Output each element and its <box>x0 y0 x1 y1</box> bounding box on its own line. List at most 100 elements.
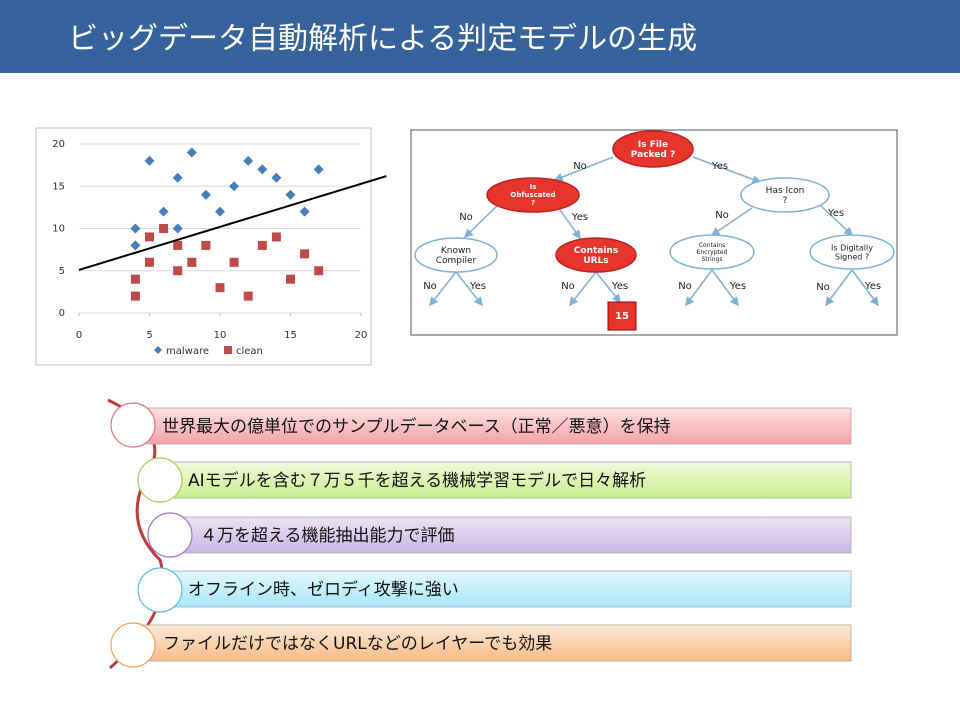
point <box>243 291 253 301</box>
tree-edge <box>851 269 879 307</box>
node-label: Is Digitally Signed ? <box>831 243 873 261</box>
x-tick-label: 20 <box>355 330 368 341</box>
item-circle <box>110 622 156 668</box>
item-bar <box>124 624 852 662</box>
legend-marker <box>154 346 162 354</box>
point <box>144 155 155 166</box>
tree-edge <box>595 271 621 304</box>
tree-edge <box>463 202 501 239</box>
point <box>173 240 183 250</box>
point <box>299 206 310 217</box>
x-tick-label: 5 <box>146 330 152 341</box>
node-line: Compiler <box>436 256 477 266</box>
legend-marker <box>224 346 232 354</box>
item-text: オフライン時、ゼロディ攻撃に強い <box>188 579 459 600</box>
point <box>243 155 254 166</box>
point <box>158 206 169 217</box>
edge-label: Yes <box>611 281 628 292</box>
tree-edge <box>692 156 762 184</box>
point <box>215 206 225 217</box>
tree-edge <box>559 209 581 240</box>
node-line: Encrypted <box>697 249 728 256</box>
edge-label: Yes <box>729 281 746 292</box>
node-line: ? <box>783 196 788 206</box>
point <box>286 274 295 284</box>
point <box>229 257 239 267</box>
node-line: Signed ? <box>835 252 869 261</box>
item-text: AIモデルを含む７万５千を超える機械学習モデルで日々解析 <box>188 470 646 491</box>
tree-edge <box>685 269 713 307</box>
x-tick-label: 15 <box>284 330 297 341</box>
edge-label: No <box>573 161 587 172</box>
point <box>173 266 183 276</box>
tree-node <box>612 130 694 168</box>
node-line: Is File <box>638 140 668 150</box>
node-label: Contains Encrypted Strings <box>697 242 728 263</box>
node-line: Has Icon <box>766 186 805 196</box>
tree-edge <box>455 271 483 307</box>
node-label: 15 <box>615 311 629 322</box>
edge-label: Yes <box>469 281 486 292</box>
edge-label: Yes <box>571 212 588 223</box>
node-line: URLs <box>583 256 608 266</box>
node-line: 15 <box>615 311 629 322</box>
tree-node <box>555 237 637 273</box>
item-circle <box>147 512 193 558</box>
item-bar <box>164 516 852 554</box>
point <box>215 283 225 293</box>
legend-label: clean <box>236 346 263 357</box>
node-line: Is <box>530 183 537 191</box>
point <box>229 181 240 192</box>
item-circle <box>137 567 183 613</box>
node-label: Known Compiler <box>436 246 477 266</box>
tree-edge <box>825 269 853 307</box>
point <box>145 257 154 267</box>
legend-label: malware <box>166 346 209 357</box>
tree-node <box>740 177 830 213</box>
edge-label: Yes <box>827 208 844 219</box>
point <box>271 232 281 242</box>
tree-edge <box>710 207 753 236</box>
tree-node <box>414 237 498 273</box>
point <box>130 291 140 301</box>
x-tick-label: 0 <box>76 330 82 341</box>
x-tick-label: 10 <box>214 330 227 341</box>
edge-label: Yes <box>864 281 881 292</box>
tree-edge <box>569 271 597 307</box>
y-tick-label: 10 <box>52 224 65 235</box>
tree-node <box>809 234 895 270</box>
item-bar <box>149 570 852 608</box>
node-label: Is Obfuscated? <box>510 183 555 207</box>
y-tick-label: 0 <box>59 308 65 319</box>
y-tick-label: 15 <box>52 181 65 192</box>
point <box>130 223 141 234</box>
edge-label: Yes <box>711 161 728 172</box>
point <box>172 223 183 234</box>
boundary-line <box>78 175 387 271</box>
tree-edge <box>553 156 614 182</box>
point <box>300 249 310 259</box>
edge-label: No <box>678 281 692 292</box>
title-bar <box>0 0 960 73</box>
item-bar <box>149 461 852 499</box>
node-line: Obfuscated <box>510 191 555 199</box>
node-line: Contains <box>574 246 618 256</box>
point <box>257 240 267 250</box>
point <box>187 257 197 267</box>
node-line: Strings <box>701 256 722 263</box>
tree-edge <box>429 271 457 307</box>
y-tick-label: 20 <box>52 139 65 150</box>
point <box>201 240 211 250</box>
point <box>145 232 154 242</box>
edge-label: No <box>816 282 830 293</box>
item-text: ４万を超える機能抽出能力で評価 <box>200 526 455 546</box>
point <box>186 147 197 158</box>
point <box>172 172 183 183</box>
node-label: Contains URLs <box>574 246 618 266</box>
point <box>200 189 211 200</box>
edge-label: No <box>459 212 473 223</box>
item-text: 世界最大の億単位でのサンプルデータベース（正常／悪意）を保持 <box>162 416 671 437</box>
item-circle <box>137 457 183 503</box>
tree-leaf <box>607 301 637 331</box>
